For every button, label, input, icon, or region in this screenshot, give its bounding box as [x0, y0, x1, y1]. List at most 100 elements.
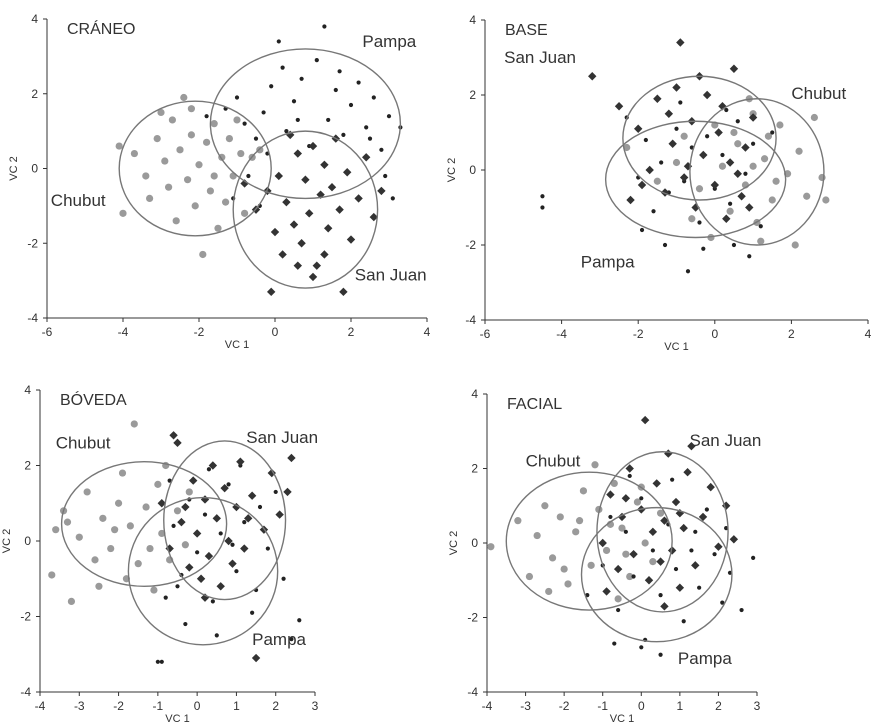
chart-3-san-juan-point-8 — [200, 495, 210, 504]
chart-1-san-juan-point-8 — [293, 149, 302, 158]
chart-3-y-axis-label: VC 2 — [1, 529, 13, 553]
chart-2-chubut-point-23 — [757, 237, 765, 245]
chart-1-chubut-point-28 — [146, 194, 154, 202]
chart-2-san-juan-point-16 — [722, 214, 731, 223]
chart-1-san-juan-point-12 — [308, 141, 318, 151]
chart-1-san-juan-point-15 — [320, 160, 329, 169]
chart-3-ellipse-san-juan — [163, 440, 287, 601]
chart-2-san-juan-point-8 — [676, 38, 685, 47]
chart-1-pampa-point-0 — [204, 114, 209, 119]
chart-2-series-pampa — [540, 100, 775, 274]
chart-1-san-juan-point-31 — [320, 250, 329, 259]
chart-4-san-juan-point-10 — [652, 479, 661, 488]
chart-2-san-juan-point-11 — [691, 203, 700, 212]
chart-1-chubut-point-13 — [195, 161, 203, 169]
chart-1-san-juan-point-26 — [267, 287, 276, 297]
chart-2-x-tick-label-1: -4 — [556, 327, 567, 341]
chart-4-chubut-point-8 — [572, 528, 580, 536]
chart-4-pampa-point-6 — [639, 496, 644, 501]
chart-2-san-juan-point-13 — [702, 90, 712, 100]
chart-1-chubut-point-11 — [187, 131, 195, 139]
chart-2: -6 -4 -2 0 2 4 -4 -2 0 2 4 VC 1 VC 2 BASE San Juan Chub… — [446, 13, 872, 353]
chart-1-pampa-point-5 — [261, 110, 266, 115]
chart-4-chubut-point-10 — [587, 561, 595, 569]
chart-2-san-juan-point-19 — [737, 192, 746, 201]
chart-2-chubut-point-13 — [776, 121, 784, 129]
chart-3-x-tick-label-2: -2 — [113, 699, 124, 713]
chart-4-ellipse-chubut — [505, 471, 673, 611]
chart-2-san-juan-point-26 — [733, 169, 742, 178]
chart-2-pampa-point-14 — [720, 152, 725, 158]
chart-4-chubut-point-13 — [610, 479, 618, 487]
chart-2-san-juan-point-20 — [741, 143, 750, 152]
chart-4-san-juan-point-7 — [640, 415, 650, 425]
chart-4-chubut-point-6 — [556, 513, 564, 521]
chart-2-san-juan-point-29 — [745, 203, 754, 212]
chart-1-pampa-point-33 — [383, 173, 388, 179]
chart-4-x-tick-label-6: 2 — [715, 699, 722, 713]
chart-2-chubut-point-7 — [734, 140, 742, 148]
chart-1-pampa-point-13 — [322, 24, 327, 29]
chart-3-san-juan-point-20 — [251, 653, 261, 663]
chart-4-y-tick-label-1: -2 — [467, 611, 478, 625]
chart-2-chubut-point-20 — [822, 196, 830, 204]
chart-2-san-juan-point-22 — [637, 180, 647, 190]
chart-4-san-juan-point-4 — [625, 464, 634, 473]
chart-1-y-tick-label-3: 2 — [31, 87, 38, 101]
chart-4-x-tick-label-0: -4 — [482, 699, 493, 713]
chart-3-chubut-point-11 — [126, 522, 134, 530]
chart-2-san-juan-point-15 — [714, 128, 723, 137]
chart-2-pampa-point-17 — [743, 171, 748, 176]
chart-2-pampa-point-27 — [701, 246, 706, 251]
chart-1-san-juan-point-25 — [369, 212, 378, 222]
chart-4-x-tick-label-5: 1 — [677, 699, 684, 713]
chart-2-chubut-point-24 — [730, 128, 738, 137]
chart-3-y-tick-label-1: -2 — [20, 610, 31, 624]
chart-2-x-axis-label: VC 1 — [664, 341, 688, 353]
chart-3-x-tick-label-0: -4 — [35, 699, 46, 713]
chart-2-chubut-point-22 — [707, 233, 715, 242]
chart-2-chubut-point-16 — [795, 147, 803, 155]
chart-3-chubut-point-3 — [67, 597, 76, 606]
chart-1-series-chubut — [115, 93, 264, 259]
chart-3-chubut-point-15 — [146, 544, 154, 553]
chart-4-chubut-point-7 — [564, 580, 572, 588]
chart-3-chubut-point-19 — [173, 507, 182, 515]
chart-1-san-juan-point-28 — [308, 272, 318, 282]
chart-3-chubut-point-1 — [52, 526, 60, 534]
chart-4-san-juan-point-9 — [648, 527, 658, 537]
chart-3-pampa-point-17 — [281, 576, 286, 581]
chart-1-chubut-point-22 — [229, 172, 237, 180]
chart-4-chubut-point-20 — [591, 461, 599, 469]
chart-3-chubut-point-12 — [130, 420, 138, 428]
chart-2-ellipse-san-juan — [622, 75, 777, 201]
chart-4-ellipse-san-juan — [596, 451, 729, 613]
chart-4-pampa-point-11 — [673, 566, 679, 572]
chart-4-ellipse-pampa — [580, 506, 733, 643]
chart-2-chubut-point-17 — [803, 192, 811, 200]
chart-3-san-juan-point-24 — [283, 487, 292, 497]
chart-1-pampa-point-32 — [390, 196, 395, 201]
chart-2-chubut-point-2 — [680, 132, 688, 140]
chart-1-san-juan-point-9 — [297, 239, 306, 248]
chart-2-pampa-point-15 — [728, 201, 733, 206]
chart-1-san-juan-point-20 — [339, 287, 348, 297]
chart-2-san-juan-point-21 — [748, 113, 758, 122]
chart-2-chubut-point-11 — [760, 155, 769, 163]
chart-2-san-juan-point-2 — [634, 124, 643, 133]
chart-2-san-juan-point-25 — [664, 109, 674, 118]
chart-3-san-juan-point-7 — [196, 574, 206, 583]
chart-1-san-juan-point-16 — [324, 224, 333, 233]
chart-4-san-juan-point-13 — [664, 449, 673, 458]
chart-4-pampa-point-2 — [608, 514, 613, 520]
chart-3-pampa-point-8 — [210, 599, 215, 604]
chart-3-san-juan-point-9 — [204, 551, 214, 561]
chart-3-pampa-point-27 — [230, 542, 235, 547]
chart-2-san-juan-point-9 — [679, 173, 689, 182]
chart-3-ellipse-chubut — [60, 461, 228, 588]
chart-1-y-tick-label-2: 0 — [31, 162, 38, 176]
chart-1-san-juan-point-3 — [270, 227, 280, 237]
chart-1-chubut-point-24 — [237, 149, 245, 158]
chart-1-san-juan-point-6 — [282, 197, 291, 207]
chart-4-pampa-point-8 — [650, 548, 655, 553]
